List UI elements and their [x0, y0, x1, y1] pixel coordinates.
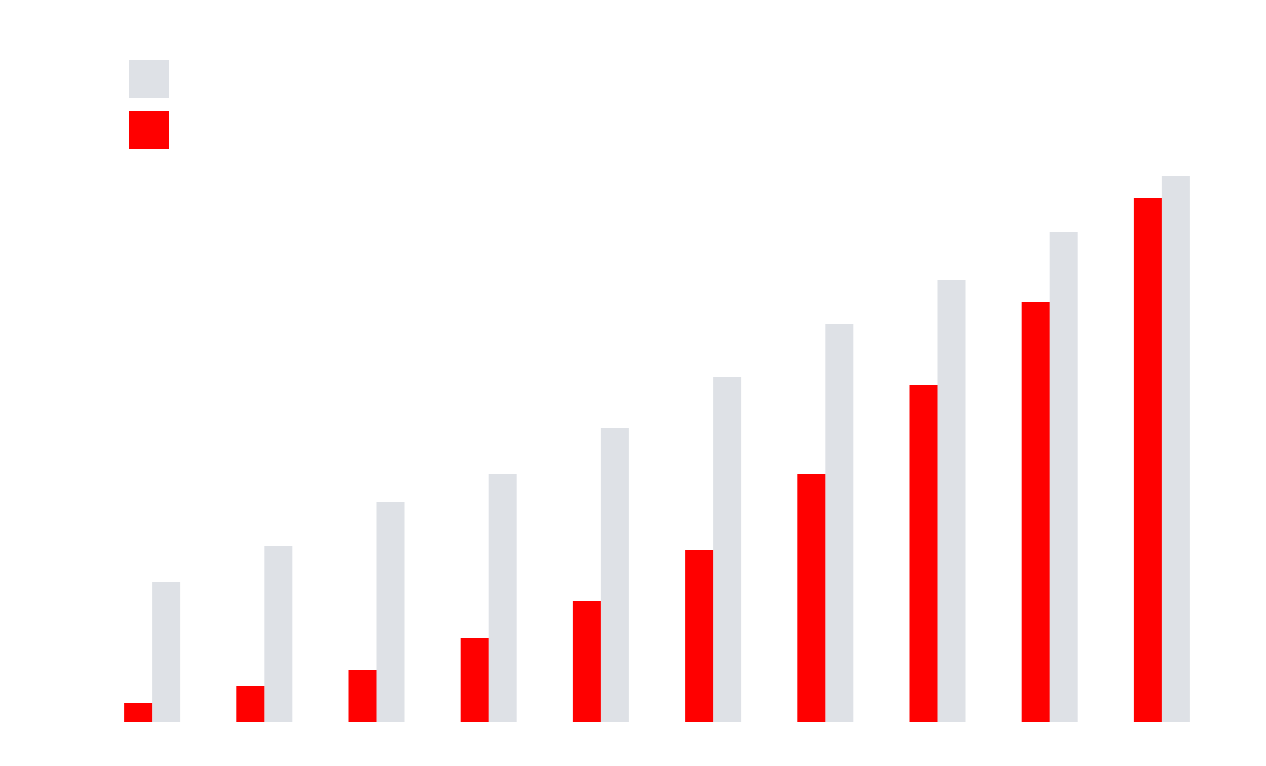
bar	[152, 582, 181, 722]
bar	[797, 474, 826, 722]
bar	[713, 377, 742, 722]
bar	[572, 601, 601, 722]
bar	[264, 546, 293, 722]
bar	[1161, 176, 1190, 722]
bar	[1133, 198, 1162, 722]
bar	[685, 550, 714, 722]
legend-swatch	[129, 111, 169, 149]
bar	[236, 686, 265, 722]
bar	[376, 502, 405, 722]
bar	[1049, 232, 1078, 722]
bar	[937, 280, 966, 722]
bar	[600, 428, 629, 722]
bar	[825, 324, 854, 722]
bar	[909, 385, 938, 722]
bar	[460, 638, 489, 722]
bar	[488, 474, 517, 722]
legend-swatch	[129, 60, 169, 98]
bar	[124, 703, 153, 722]
bar	[348, 670, 377, 722]
bar	[1021, 302, 1050, 722]
